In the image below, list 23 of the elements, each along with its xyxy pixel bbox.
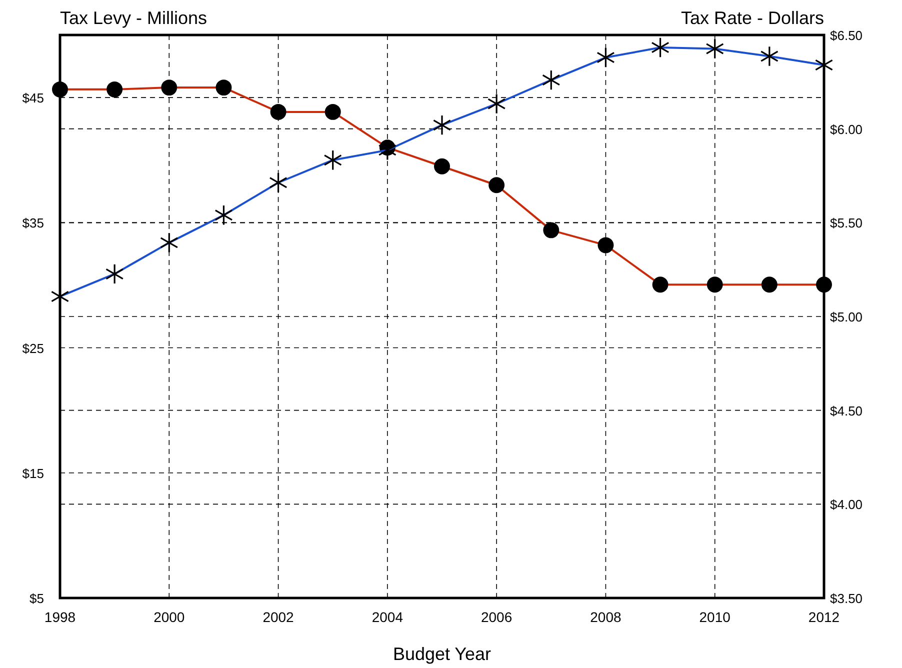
x-tick-label: 2004 [372, 609, 404, 625]
y2-tick-label: $5.00 [830, 310, 863, 324]
y-axis-title: Tax Levy - Millions [60, 8, 208, 28]
y-tick-label: $15 [22, 466, 44, 481]
y2-tick-label: $6.00 [830, 122, 863, 137]
x-tick-label: 2010 [699, 609, 731, 625]
y2-tick-label: $5.50 [830, 216, 863, 231]
x-tick-label: 2012 [808, 609, 840, 625]
x-tick-label: 2008 [590, 609, 622, 625]
y-tick-label: $35 [22, 216, 44, 231]
x-tick-label: 2002 [262, 609, 294, 625]
y-tick-label: $25 [22, 340, 44, 356]
y-tick-label: $45 [22, 90, 44, 106]
x-tick-label: 2000 [154, 609, 185, 625]
y2-tick-label: $4.00 [830, 497, 863, 512]
y2-tick-label: $4.50 [830, 403, 863, 418]
y2-tick-label: $6.50 [830, 28, 863, 43]
y2-tick-label: $3.50 [830, 591, 863, 606]
x-tick-label: 2006 [480, 609, 512, 625]
x-axis-title: Budget Year [392, 644, 492, 664]
x-tick-label: 1998 [44, 609, 76, 625]
y2-axis-title: Tax Rate - Dollars [680, 8, 824, 28]
y-tick-label: $5 [30, 591, 44, 606]
